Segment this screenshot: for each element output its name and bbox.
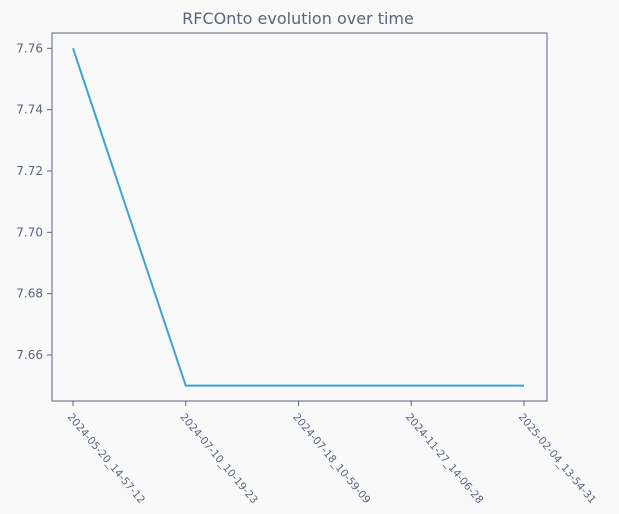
x-tick-label: 2024-07-10_10-19-23 <box>177 411 259 506</box>
y-tick-label: 7.72 <box>16 164 43 178</box>
x-tick-label: 2025-02-04_13-54-31 <box>516 411 598 506</box>
plot-area <box>51 32 548 402</box>
chart-title: RFCOnto evolution over time <box>182 9 414 28</box>
y-tick-label: 7.74 <box>16 103 43 117</box>
x-axis: 2024-05-20_14-57-12 2024-07-10_10-19-23 20… <box>65 401 598 506</box>
y-axis: 7.66 7.68 7.70 7.72 7.74 7.76 <box>16 41 52 362</box>
series-layer <box>72 48 525 387</box>
y-tick-label: 7.66 <box>16 348 43 362</box>
x-tick-label: 2024-11-27_14-06-28 <box>403 411 485 506</box>
y-tick-label: 7.68 <box>16 287 43 301</box>
x-tick-label: 2024-05-20_14-57-12 <box>65 411 147 506</box>
x-tick-label: 2024-07-18_10-59-09 <box>290 411 372 506</box>
y-tick-label: 7.70 <box>16 225 43 239</box>
y-tick-label: 7.76 <box>16 41 43 55</box>
